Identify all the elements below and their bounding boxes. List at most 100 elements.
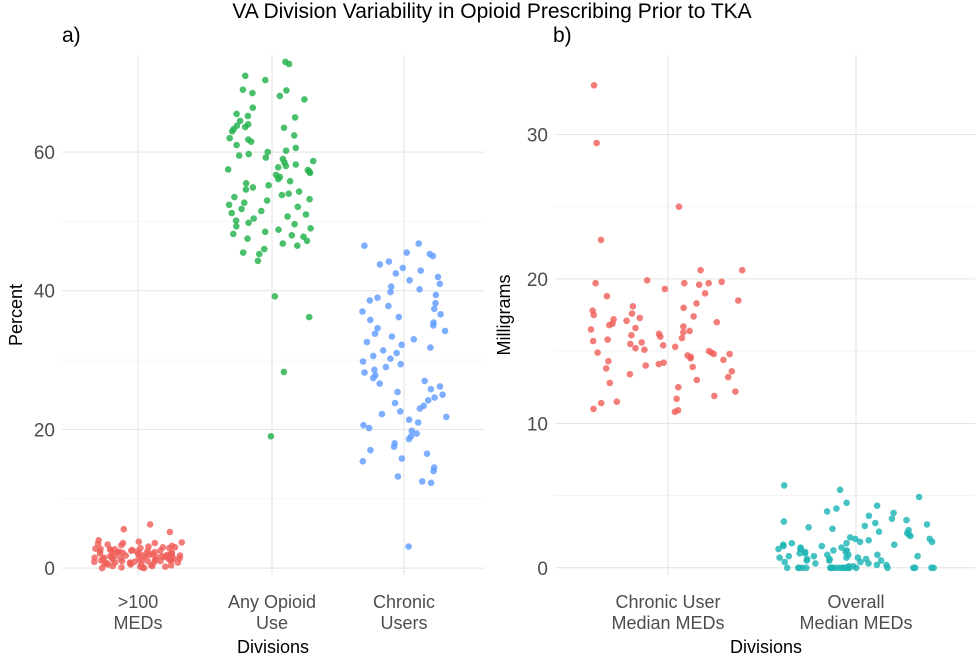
- data-point: [829, 525, 836, 533]
- data-point: [280, 368, 288, 376]
- data-point: [128, 547, 135, 554]
- data-point: [151, 539, 159, 547]
- data-point: [724, 373, 732, 381]
- data-point: [122, 552, 129, 559]
- data-point: [843, 539, 850, 547]
- data-point: [627, 340, 634, 348]
- x-axis-label: Divisions: [730, 637, 802, 657]
- data-point: [228, 128, 236, 135]
- data-point: [823, 508, 831, 515]
- data-point: [697, 266, 704, 274]
- data-point: [294, 203, 302, 211]
- data-point: [713, 318, 721, 326]
- data-point: [818, 542, 826, 550]
- data-point: [171, 544, 179, 551]
- data-point: [406, 277, 413, 284]
- data-point: [361, 242, 368, 249]
- data-point: [285, 60, 293, 68]
- data-point: [255, 250, 263, 258]
- data-point: [245, 219, 252, 227]
- data-point: [382, 363, 390, 371]
- data-point: [416, 405, 424, 412]
- data-point: [681, 279, 688, 287]
- data-point: [288, 232, 296, 239]
- data-point: [873, 502, 881, 510]
- data-point: [604, 336, 611, 343]
- data-point: [363, 338, 371, 346]
- series-points: [91, 521, 186, 572]
- data-point: [279, 240, 287, 247]
- data-point: [738, 266, 746, 274]
- data-point: [247, 138, 255, 145]
- data-point: [776, 554, 783, 561]
- data-point: [398, 455, 406, 462]
- data-point: [295, 188, 303, 195]
- y-tick-label: 40: [34, 282, 55, 303]
- data-point: [865, 560, 872, 567]
- data-point: [593, 139, 600, 147]
- data-point: [374, 324, 381, 332]
- data-point: [230, 230, 237, 238]
- data-point: [796, 550, 803, 557]
- data-point: [441, 327, 449, 335]
- data-point: [261, 245, 268, 253]
- data-point: [673, 395, 680, 403]
- data-point: [387, 288, 394, 296]
- data-point: [249, 104, 257, 111]
- data-point: [283, 87, 290, 94]
- x-tick-label: Overall: [827, 592, 884, 612]
- x-tick-label: Use: [256, 613, 288, 633]
- data-point: [828, 564, 835, 572]
- data-point: [166, 528, 174, 536]
- data-point: [923, 521, 931, 528]
- data-point: [231, 193, 238, 201]
- data-point: [359, 308, 366, 315]
- x-tick-label: Users: [380, 613, 427, 633]
- data-point: [244, 235, 251, 242]
- data-point: [423, 450, 431, 458]
- data-point: [359, 458, 367, 465]
- data-point: [836, 564, 844, 572]
- data-point: [710, 350, 718, 358]
- x-tick-label: MEDs: [114, 613, 163, 633]
- data-point: [392, 270, 400, 277]
- data-point: [907, 532, 914, 540]
- data-point: [276, 92, 284, 100]
- data-point: [833, 505, 840, 512]
- data-point: [718, 278, 725, 286]
- data-point: [284, 213, 291, 220]
- data-point: [233, 223, 240, 230]
- data-point: [303, 237, 311, 245]
- data-point: [109, 562, 117, 570]
- y-tick-label: 30: [527, 125, 548, 146]
- data-point: [249, 89, 256, 97]
- data-point: [241, 123, 249, 131]
- data-point: [803, 557, 810, 564]
- data-point: [437, 311, 444, 318]
- data-point: [387, 283, 395, 290]
- y-axis-label: Percent: [6, 284, 26, 346]
- data-point: [638, 339, 645, 346]
- data-point: [91, 558, 98, 566]
- grid: [555, 55, 975, 575]
- data-point: [245, 150, 252, 158]
- data-point: [594, 349, 601, 356]
- data-point: [838, 544, 845, 551]
- y-tick-label: 20: [34, 420, 55, 441]
- data-point: [606, 379, 614, 387]
- data-point: [930, 564, 937, 572]
- series-points: [359, 240, 450, 550]
- data-point: [728, 368, 736, 375]
- data-point: [861, 522, 869, 530]
- data-point: [361, 369, 368, 376]
- data-point: [365, 424, 373, 432]
- data-point: [783, 564, 791, 572]
- data-point: [434, 273, 442, 281]
- data-point: [436, 280, 444, 288]
- data-point: [424, 397, 432, 404]
- data-point: [629, 303, 637, 310]
- data-point: [830, 547, 837, 554]
- data-point: [302, 211, 310, 218]
- data-point: [659, 342, 667, 349]
